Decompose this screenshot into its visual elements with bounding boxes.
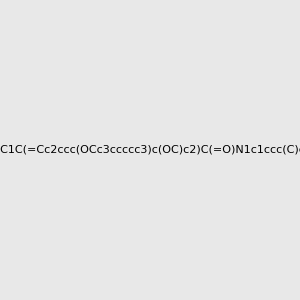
Text: O=C1C(=Cc2ccc(OCc3ccccc3)c(OC)c2)C(=O)N1c1ccc(C)cc1: O=C1C(=Cc2ccc(OCc3ccccc3)c(OC)c2)C(=O)N1… [0,145,300,155]
